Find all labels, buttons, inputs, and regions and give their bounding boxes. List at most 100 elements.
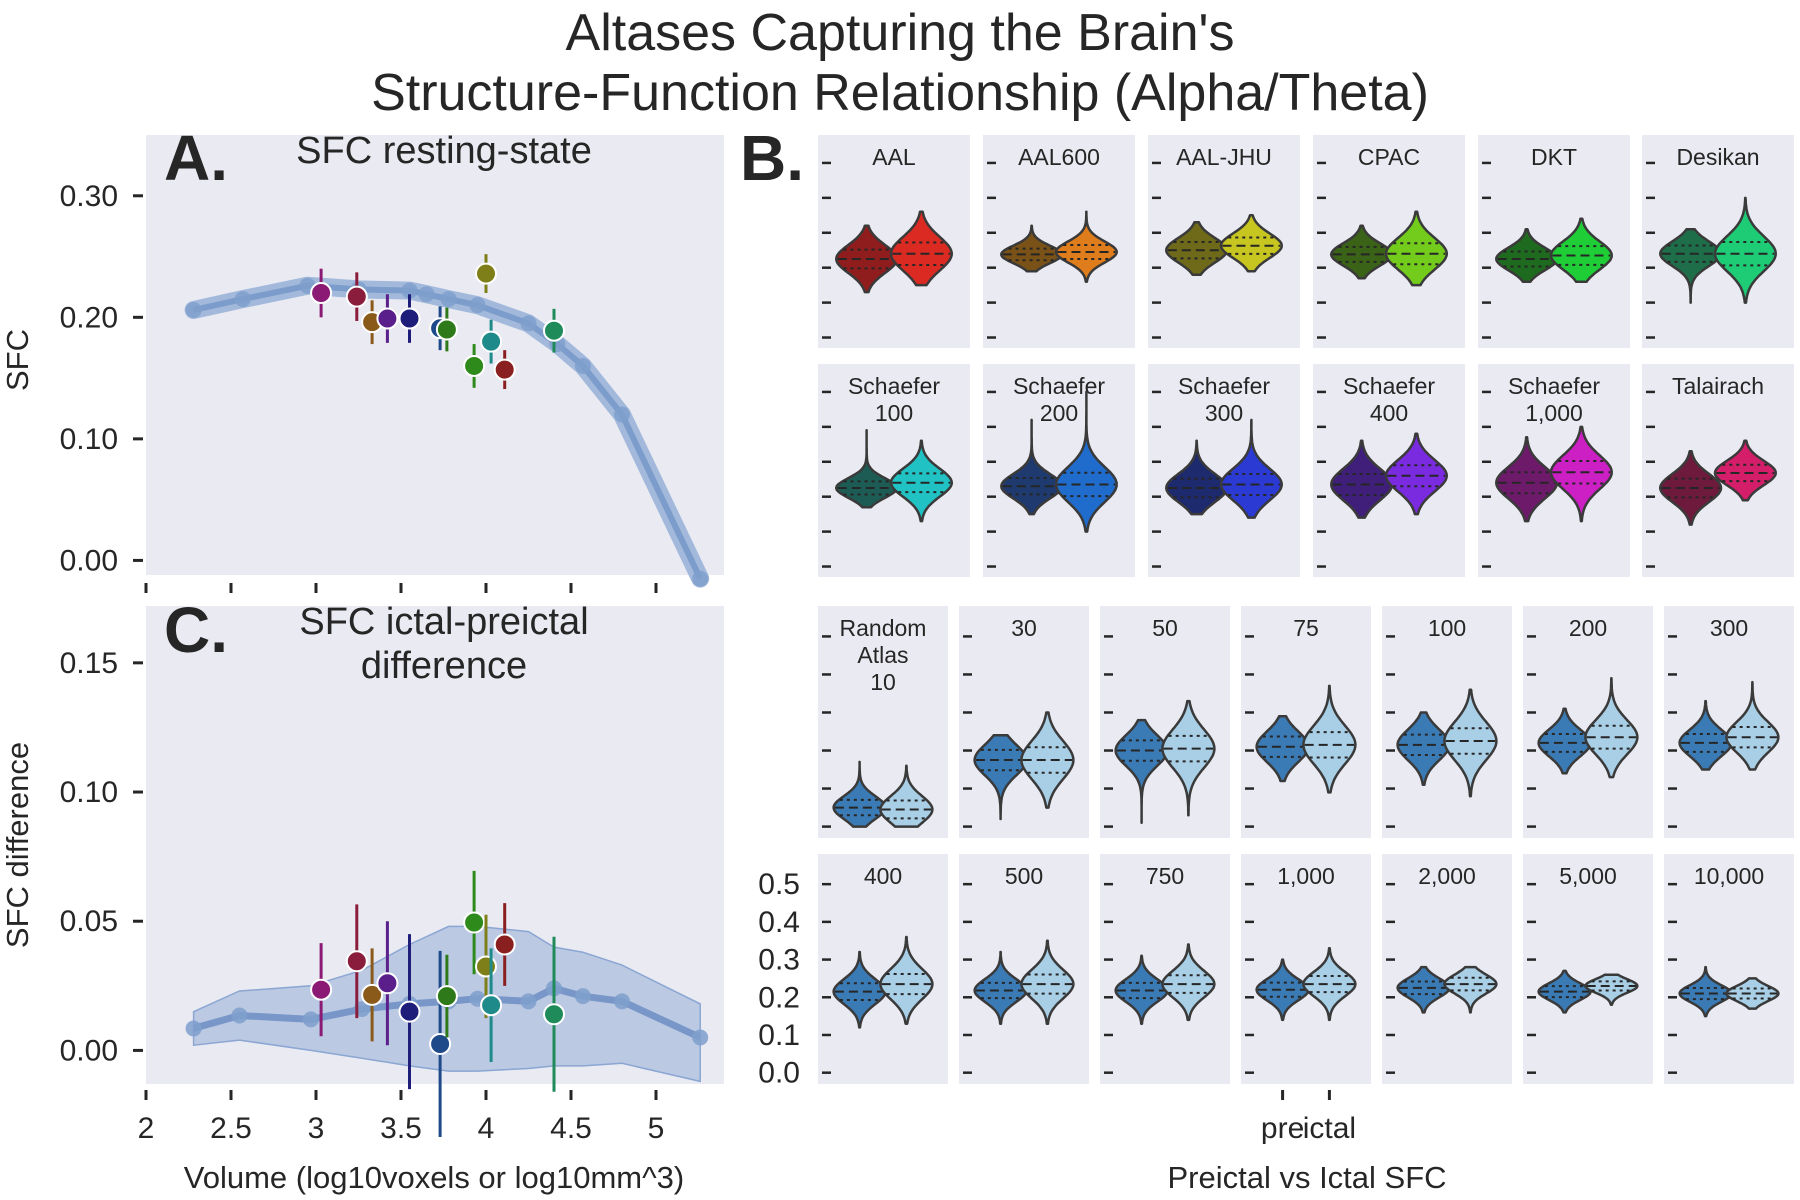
violin-ictal	[1302, 684, 1357, 794]
violin-ictal	[1443, 688, 1498, 798]
ytick-label: 0.5	[758, 868, 800, 901]
panel-a-yaxis: 0.00 0.10 0.20 0.30	[60, 180, 143, 577]
trend-point	[692, 570, 709, 587]
violin-ictal	[879, 764, 934, 828]
ytick-label: 0.10	[60, 776, 118, 809]
xtick-label: 3.5	[380, 1112, 422, 1145]
violin-subplot: 100	[1382, 606, 1512, 838]
violin-ictal	[1584, 677, 1639, 779]
panel-c-points	[310, 870, 565, 1137]
trend-point	[520, 993, 537, 1010]
subplot-title: Atlas	[857, 642, 908, 668]
violin-subplot: AAL	[818, 135, 970, 348]
violin-subplot: CPAC	[1313, 135, 1465, 348]
subplot-title: 2,000	[1418, 863, 1476, 889]
violin-ictal	[1384, 210, 1449, 287]
panel-a-background	[146, 135, 724, 575]
subplot-title: 300	[1710, 615, 1748, 641]
violin-pre	[1329, 224, 1394, 280]
atlas-point	[345, 285, 368, 308]
violin-pre	[832, 950, 887, 1029]
violin-ictal	[1725, 977, 1780, 1010]
subplot-title: Schaefer	[848, 373, 940, 399]
violin-ictal	[889, 210, 954, 287]
atlas-point	[398, 1000, 421, 1023]
panel-b-xlabel: Preictal vs Ictal SFC	[1167, 1160, 1446, 1195]
panel-c-title-line-1: SFC ictal-preictal	[299, 601, 588, 643]
panel-c-letter: C.	[164, 594, 228, 666]
xtick-label: 5	[648, 1112, 665, 1145]
violin-pre	[1330, 439, 1394, 519]
atlas-point	[493, 358, 516, 381]
atlas-point	[310, 282, 333, 305]
xtick-label: 4.5	[550, 1112, 592, 1145]
panel-c-title-line-2: difference	[361, 645, 527, 687]
violin-ictal	[1549, 217, 1613, 283]
panel-a-title: SFC resting-state	[296, 130, 592, 172]
panel-a: 0.00 0.10 0.20 0.30 A. SFC resting-state SF…	[0, 122, 724, 593]
trend-point	[440, 291, 457, 308]
subplot-title: DKT	[1531, 144, 1577, 170]
trend-point	[234, 291, 251, 308]
atlas-point	[435, 985, 458, 1008]
trend-point	[185, 1020, 202, 1037]
panel-a-ylabel: SFC	[0, 329, 35, 391]
subplot-background	[1478, 135, 1630, 348]
panel-c-yaxis: 0.00 0.05 0.10 0.15	[60, 647, 143, 1067]
violin-pre	[973, 950, 1028, 1025]
violin-subplot: 400	[818, 854, 948, 1084]
violin-subplot: 300	[1664, 606, 1794, 838]
violin-subplot: 5,000	[1523, 854, 1653, 1084]
panel-c: 0.00 0.05 0.10 0.15 2 2.5 3 3.5 4 4.5 5 C. SFC ic…	[0, 594, 724, 1195]
trend-point	[185, 302, 202, 319]
figure-title-line-2: Structure-Function Relationship (Alpha/T…	[371, 64, 1429, 122]
violin-ictal	[1302, 947, 1357, 1022]
trend-point	[231, 1007, 248, 1024]
subplot-background	[1241, 854, 1371, 1084]
violin-ictal	[1054, 210, 1119, 283]
panel-a-xticks	[144, 583, 658, 593]
violin-pre	[1659, 228, 1723, 304]
trend-point	[574, 988, 591, 1005]
subplot-background	[959, 854, 1089, 1084]
violin-ictal	[1384, 432, 1449, 516]
subplot-title: 10	[870, 669, 896, 695]
subplot-title: 1,000	[1277, 863, 1335, 889]
subplot-background	[1100, 854, 1230, 1084]
atlas-point	[463, 354, 486, 377]
violin-pre	[1396, 711, 1451, 787]
panel-a-points	[310, 254, 565, 390]
violin-subplot: 75	[1241, 606, 1371, 838]
atlas-point	[310, 978, 333, 1001]
ytick-label: 0.05	[60, 905, 118, 938]
ytick-label: 0.10	[60, 423, 118, 456]
violin-pre	[1678, 699, 1733, 771]
atlas-point	[361, 983, 384, 1006]
panel-c-xlabel: Volume (log10voxels or log10mm^3)	[184, 1160, 684, 1195]
violin-ictal	[1219, 418, 1283, 519]
subplot-title: Schaefer	[1343, 373, 1435, 399]
subplot-title: AAL-JHU	[1176, 144, 1272, 170]
violin-pre	[1495, 436, 1559, 523]
ytick-label: 0.15	[60, 647, 118, 680]
violin-ictal	[1020, 711, 1075, 809]
trend-point	[418, 286, 435, 303]
xtick-label: 2	[138, 1112, 155, 1145]
violin-pre	[1114, 718, 1169, 825]
panel-b-letter: B.	[740, 122, 804, 194]
subplot-background	[1523, 854, 1653, 1084]
subplot-title: 400	[1370, 400, 1408, 426]
ytick-label: 0.1	[758, 1019, 800, 1052]
panel-c-ylabel: SFC difference	[0, 742, 35, 948]
violin-pre	[1255, 715, 1310, 783]
subplot-title: 5,000	[1559, 863, 1617, 889]
subplot-title: 200	[1040, 400, 1078, 426]
violin-ictal	[1713, 439, 1777, 502]
subplot-title: Desikan	[1676, 144, 1759, 170]
violin-ictal	[1161, 699, 1216, 817]
